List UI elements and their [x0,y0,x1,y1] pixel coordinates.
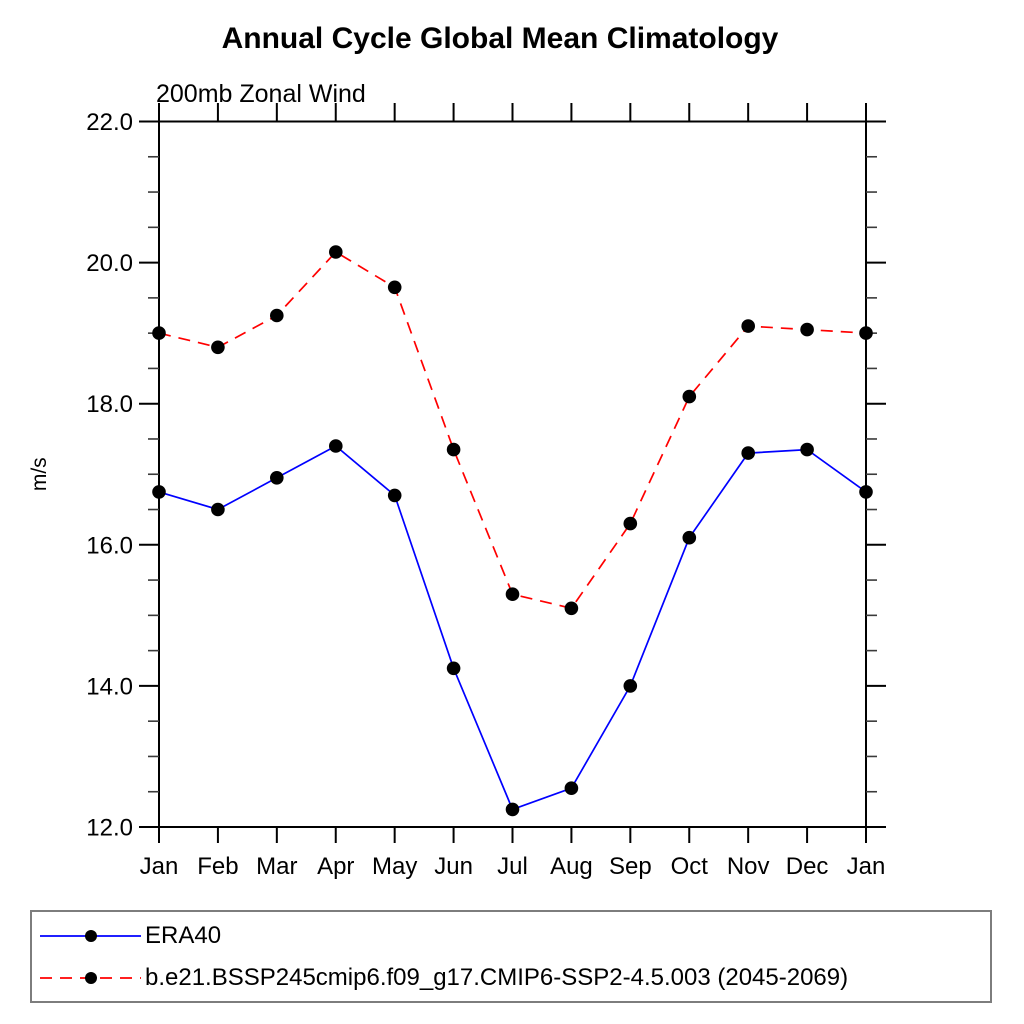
data-point [211,502,225,517]
model-line [158,250,867,610]
data-point [387,488,402,503]
data-point [329,245,343,259]
data-point [741,446,755,460]
data-point [387,280,402,295]
x-tick-label: Dec [786,853,829,880]
data-point [682,530,697,545]
line-chart-canvas: Jan Feb Mar Apr May Jun Jul Aug Sep Oct Nov Dec Jan 1… [28,103,886,880]
x-tick-label: Mar [256,853,297,880]
legend-label-model: b.e21.BSSP245cmip6.f09_g17.CMIP6-SSP2-4.… [145,963,849,991]
data-point [800,442,814,457]
data-point [741,319,755,333]
plot-border [158,120,867,828]
data-point [152,326,166,340]
data-point [270,308,284,323]
y-tick-label: 16.0 [86,532,133,559]
data-point [800,322,814,337]
x-tick-label: Aug [550,853,593,880]
data-point [623,516,638,531]
y-tick-label: 12.0 [86,815,133,842]
x-tick-label: Jan [847,853,886,880]
model-line-sample-icon [40,971,141,984]
data-point [623,679,638,693]
x-tick-label: Jun [434,853,473,880]
data-point [564,601,579,616]
x-tick-label: Nov [727,853,770,880]
data-point [564,781,579,795]
data-point [505,802,520,817]
data-point [682,389,697,404]
y-tick-label: 22.0 [86,109,133,136]
y-tick-label: 20.0 [86,250,133,277]
data-point [859,485,873,499]
y-tick-label: 14.0 [86,673,133,700]
chart-title: Annual Cycle Global Mean Climatology [221,22,779,55]
era40-line-sample-icon [40,929,141,942]
data-point [152,485,166,499]
chart-subtitle: 200mb Zonal Wind [156,80,366,108]
y-tick-label: 18.0 [86,391,133,418]
y-axis-unit-label: m/s [28,457,51,491]
data-point [211,340,225,355]
data-point [270,471,284,485]
legend-label-era40: ERA40 [145,921,222,949]
era40-line [158,444,867,811]
legend-sample-marker [85,971,97,984]
legend-sample-marker [85,929,97,942]
x-tick-label: Apr [317,853,354,880]
x-tick-label: Feb [197,853,238,880]
data-point [859,326,873,340]
data-point [446,442,461,457]
legend-row-model: b.e21.BSSP245cmip6.f09_g17.CMIP6-SSP2-4.… [32,957,990,999]
x-tick-label: May [372,853,417,880]
data-point [329,439,343,453]
x-tick-label: Jul [497,853,528,880]
legend-box: ERA40 b.e21.BSSP245cmip6.f09_g17.CMIP6-S… [30,910,992,1003]
x-tick-label: Sep [609,853,652,880]
data-point [446,661,461,676]
x-tick-label: Jan [140,853,179,880]
x-tick-label: Oct [671,853,709,880]
data-point [505,587,520,601]
legend-row-era40: ERA40 [32,915,990,957]
